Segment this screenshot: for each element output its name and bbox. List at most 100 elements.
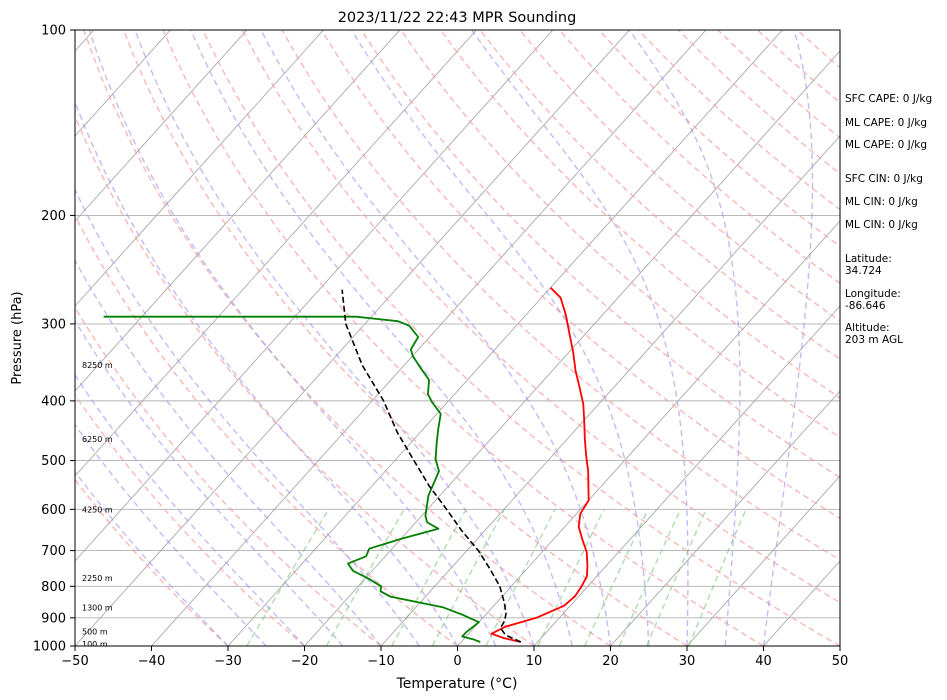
moist-adiabat: [75, 258, 382, 646]
isotherm: [457, 220, 840, 646]
isotherm: [75, 30, 477, 477]
isotherm: [75, 30, 171, 137]
sounding-parameter: ML CAPE: 0 J/kg: [845, 117, 928, 129]
moist-adiabat: [75, 470, 229, 646]
height-label: 6250 m: [82, 435, 113, 444]
dry-adiabat: [122, 30, 688, 646]
moist-adiabat: [134, 30, 535, 646]
height-label: 500 m: [82, 628, 108, 637]
y-tick-label: 800: [41, 580, 66, 595]
moist-adiabat: [190, 30, 573, 646]
sounding-parameter: Latitude: 34.724: [845, 253, 892, 277]
isotherm: [227, 30, 783, 646]
plot-frame: [74, 29, 841, 647]
isotherm: [75, 30, 630, 646]
height-label: 1300 m: [82, 604, 113, 613]
y-tick-label: 200: [41, 209, 66, 224]
mixing-ratio-line: [391, 508, 467, 646]
isotherm: [75, 30, 554, 562]
axes: −50 −40 −30 −20 −10 0 10 20 30 40 50 100 200 300 400 50…: [33, 24, 848, 670]
dry-adiabat: [75, 393, 305, 646]
sounding-parameter: Longitude: -86.646: [845, 288, 901, 312]
sounding-parameter: SFC CIN: 0 J/kg: [845, 173, 923, 185]
dry-adiabat: [75, 478, 229, 646]
sounding-parameter: ML CIN: 0 J/kg: [845, 219, 918, 231]
sounding-parameter: ML CAPE: 0 J/kg: [845, 139, 928, 151]
height-label: 100 m: [82, 640, 108, 649]
dry-adiabat: [75, 214, 458, 646]
x-tick-label: 20: [602, 654, 619, 669]
y-tick-label: 600: [41, 503, 66, 518]
moist-adiabat: [88, 30, 497, 646]
isotherm: [304, 50, 840, 646]
mixing-ratio-line: [537, 508, 605, 646]
dry-adiabat: [83, 30, 611, 646]
x-tick-label: 0: [453, 654, 461, 669]
moist-adiabat: [471, 30, 689, 646]
dry-adiabat: [321, 30, 840, 520]
dry-adiabat: [479, 30, 840, 360]
dry-adiabat: [202, 30, 840, 646]
y-tick-label: 100: [41, 24, 66, 39]
x-tick-label: −30: [214, 654, 241, 669]
mixing-ratio-line: [584, 508, 649, 646]
dry-adiabat: [162, 30, 764, 646]
sounding-parameter: Altitude: 203 m AGL: [845, 322, 903, 346]
dry-adiabat: [558, 30, 840, 285]
isotherm: [533, 305, 840, 646]
x-tick-label: 10: [526, 654, 543, 669]
chart-title: 2023/11/22 22:43 MPR Sounding: [338, 10, 577, 26]
moist-adiabat: [351, 30, 650, 646]
dry-adiabat: [75, 306, 382, 646]
height-label: 4250 m: [82, 505, 113, 514]
y-tick-label: 300: [41, 317, 66, 332]
sounding-parameter: SFC CAPE: 0 J/kg: [845, 93, 933, 105]
x-tick-label: −40: [138, 654, 165, 669]
x-tick-label: 50: [832, 654, 849, 669]
y-tick-label: 900: [41, 611, 66, 626]
isotherm: [380, 135, 840, 646]
y-tick-label: 500: [41, 454, 66, 469]
plot-area: 100 m 500 m 1300 m 2250 m 4250 m 6250 m 8250 m: [75, 30, 840, 649]
y-tick-label: 400: [41, 394, 66, 409]
y-axis-label: Pressure (hPa): [10, 291, 25, 384]
isotherm: [151, 30, 707, 646]
sounding-parameter: ML CIN: 0 J/kg: [845, 196, 918, 208]
mixing-ratio-line: [618, 509, 682, 646]
mixing-ratio-line: [645, 509, 707, 646]
y-tick-label: 700: [41, 544, 66, 559]
moist-adiabat: [260, 30, 612, 646]
isotherm: [610, 390, 840, 646]
x-tick-label: 40: [755, 654, 772, 669]
parcel-profile: [341, 289, 522, 643]
dry-adiabat: [241, 30, 840, 604]
isotherm: [75, 30, 324, 307]
y-tick-label: 1000: [33, 640, 66, 655]
mixing-ratio-line: [485, 508, 556, 646]
isotherm: [75, 30, 248, 222]
x-tick-label: −20: [291, 654, 318, 669]
isotherm: [686, 475, 840, 646]
moist-adiabat: [75, 187, 420, 646]
isotherm: [75, 30, 401, 392]
height-label: 8250 m: [82, 361, 113, 370]
mixing-ratio-line: [246, 508, 330, 646]
temperature-profile: [490, 287, 590, 643]
mixing-ratio-line: [431, 508, 506, 646]
dry-adiabat: [281, 30, 840, 561]
moist-adiabat: [75, 423, 267, 646]
mixing-ratio-line: [325, 508, 405, 646]
moist-adiabat: [75, 100, 459, 646]
x-tick-label: −10: [367, 654, 394, 669]
x-axis-label: Temperature (°C): [396, 676, 518, 692]
x-tick-label: 30: [679, 654, 696, 669]
height-label: 2250 m: [82, 574, 113, 583]
dewpoint-profile: [103, 315, 481, 643]
dry-adiabat: [519, 30, 840, 322]
moist-adiabat: [762, 30, 814, 646]
x-tick-label: −50: [61, 654, 88, 669]
dry-adiabat: [75, 114, 535, 646]
mixing-ratio-line: [688, 509, 747, 646]
moist-adiabat: [628, 30, 741, 646]
